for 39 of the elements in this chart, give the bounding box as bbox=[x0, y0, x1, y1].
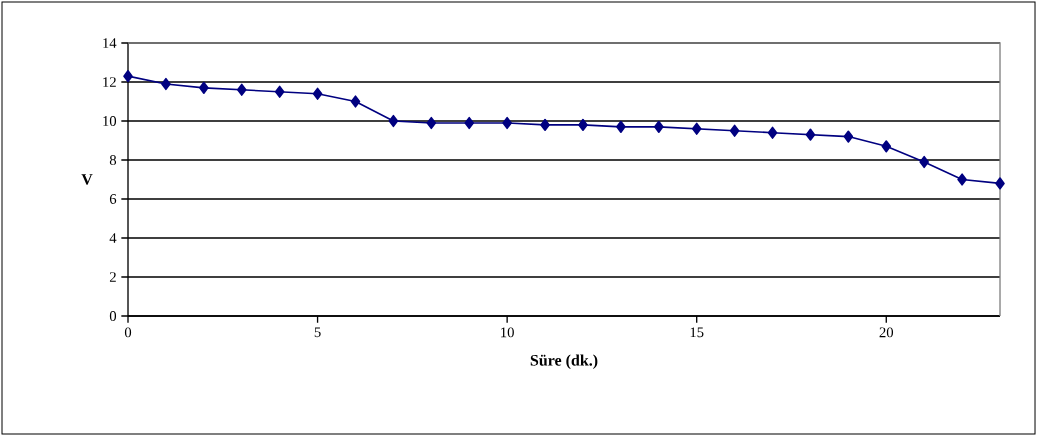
x-tick-label: 0 bbox=[124, 327, 132, 338]
point bbox=[123, 70, 133, 83]
y-tick-label: 14 bbox=[103, 38, 117, 48]
y-tick-label: 6 bbox=[109, 194, 117, 204]
point bbox=[161, 77, 171, 91]
point bbox=[312, 87, 323, 100]
point bbox=[767, 126, 778, 139]
y-tick-label: 8 bbox=[109, 155, 117, 165]
point bbox=[274, 85, 285, 98]
point bbox=[691, 122, 702, 135]
point bbox=[995, 177, 1005, 190]
y-tick-label: 12 bbox=[103, 77, 116, 87]
point bbox=[919, 155, 929, 169]
y-tick-label: 2 bbox=[109, 272, 116, 282]
point bbox=[350, 95, 361, 108]
x-axis-title: Süre (dk.) bbox=[530, 354, 598, 369]
point bbox=[957, 173, 967, 186]
y-tick-label: 4 bbox=[109, 233, 117, 243]
point bbox=[578, 118, 588, 132]
point bbox=[805, 128, 816, 141]
x-tick-label: 10 bbox=[501, 327, 514, 338]
x-tick-label: 20 bbox=[879, 327, 894, 338]
point bbox=[540, 118, 550, 132]
point bbox=[236, 83, 247, 96]
point bbox=[616, 120, 626, 133]
x-tick-label: 15 bbox=[690, 327, 704, 338]
point bbox=[199, 81, 209, 94]
y-tick-label: 10 bbox=[103, 116, 117, 126]
point bbox=[502, 116, 512, 130]
y-axis-title: V bbox=[81, 174, 93, 185]
point bbox=[426, 116, 437, 130]
point bbox=[729, 124, 740, 137]
point bbox=[881, 140, 892, 153]
point bbox=[843, 130, 854, 143]
point bbox=[653, 120, 664, 133]
y-tick-label: 0 bbox=[109, 311, 117, 321]
x-tick-label: 5 bbox=[314, 327, 321, 338]
point bbox=[464, 116, 475, 130]
point bbox=[388, 114, 399, 128]
